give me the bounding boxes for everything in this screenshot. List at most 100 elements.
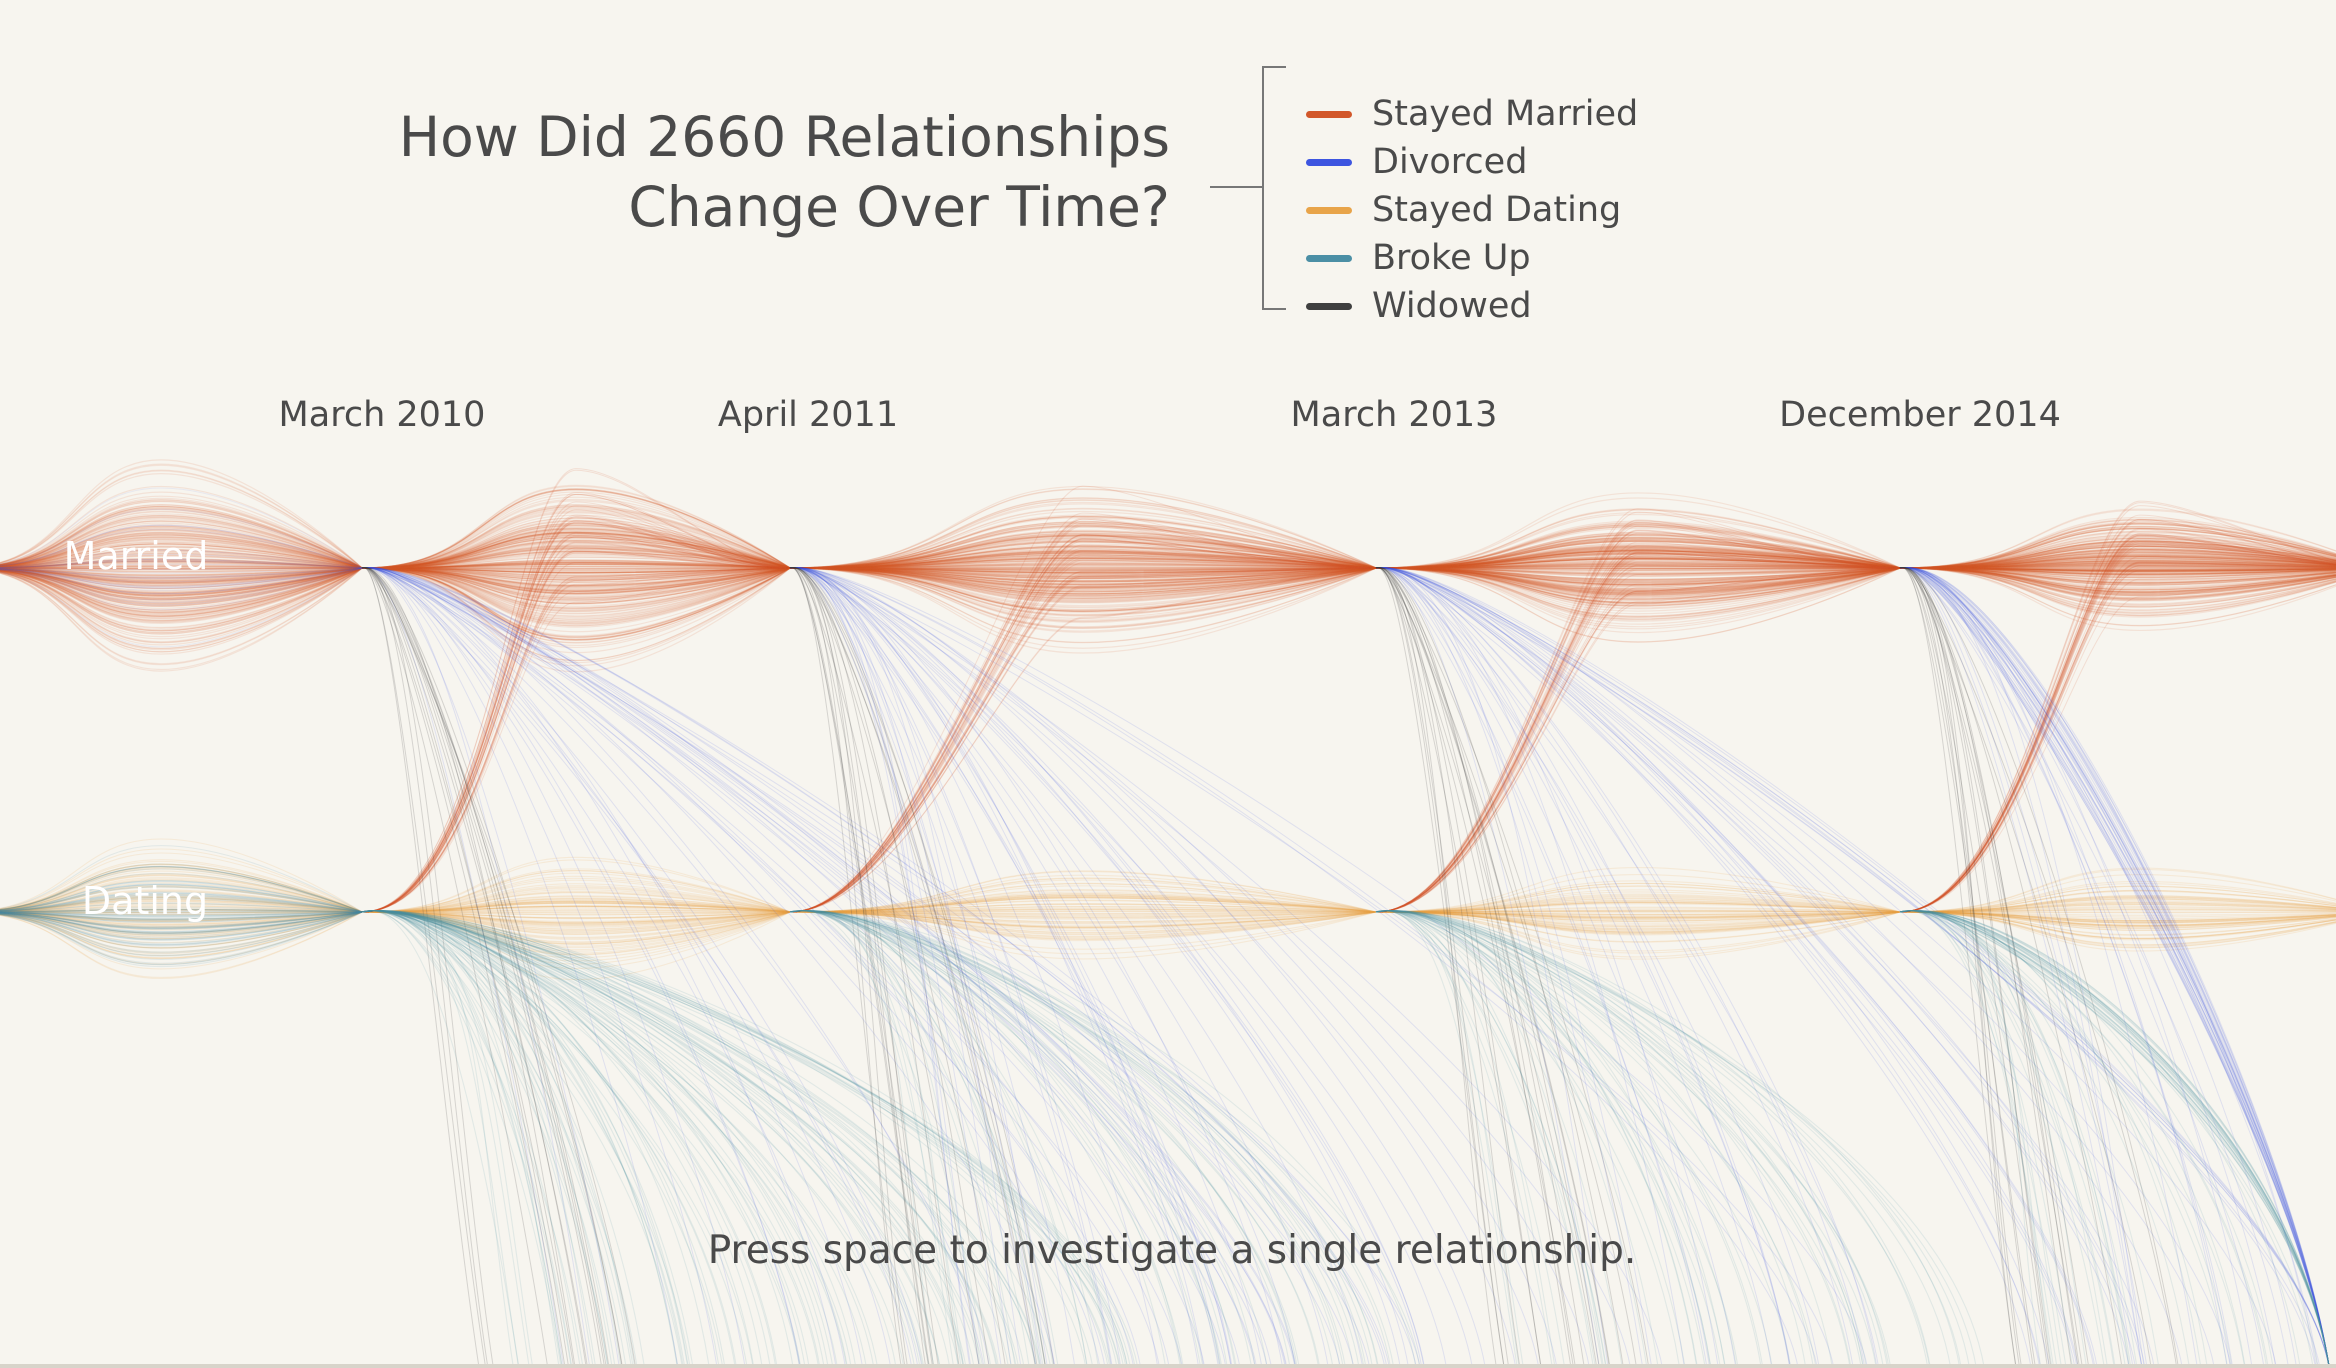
flow-line-broke-up	[1899, 910, 2330, 1368]
flow-line-stayed-married	[1899, 564, 2336, 569]
flow-line-stayed-married	[1899, 558, 2336, 569]
flow-line-stayed-married	[361, 560, 791, 569]
flow-line-stayed-married	[1375, 550, 1901, 569]
flow-line-broke-up	[361, 910, 755, 1368]
flow-line-stayed-married	[1899, 542, 2336, 569]
flow-line-stayed-married	[361, 534, 791, 569]
flow-line-stayed-dating	[0, 882, 363, 913]
flow-line-divorced	[1375, 567, 2232, 1368]
flow-line-stayed-married	[789, 567, 1377, 595]
flow-line-stayed-married	[1899, 567, 2336, 586]
flow-line-stayed-married	[789, 567, 1377, 595]
flow-line-divorced	[1375, 567, 2079, 1368]
flow-line-married-transition	[1899, 543, 2336, 913]
flow-line-broke-up	[361, 910, 563, 1368]
flow-line-stayed-dating	[361, 911, 791, 924]
flow-line-stayed-married	[0, 567, 363, 596]
flow-line-widowed	[361, 567, 637, 1368]
flow-line-stayed-married	[1899, 555, 2336, 569]
flow-line-broke-up	[789, 910, 1016, 1368]
flow-line-broke-up	[361, 910, 998, 1368]
flow-line-broke-up	[1375, 910, 1518, 1368]
flow-line-stayed-married	[1375, 567, 1901, 570]
flow-line-stayed-married	[789, 567, 1377, 629]
flow-line-divorced	[1375, 567, 2130, 1368]
flow-line-stayed-married	[361, 567, 791, 587]
flow-line-broke-up	[0, 893, 363, 913]
flow-line-married-transition	[361, 567, 791, 913]
flow-line-stayed-dating	[361, 887, 791, 913]
flow-line-stayed-married	[0, 537, 363, 569]
flow-line-stayed-married	[789, 534, 1377, 569]
flow-line-widowed	[1899, 567, 2090, 1368]
flow-line-stayed-married	[361, 538, 791, 569]
flow-line-broke-up	[1899, 910, 2314, 1368]
flow-line-stayed-married	[361, 531, 791, 569]
flow-line-stayed-married	[361, 567, 791, 590]
flow-line-broke-up	[789, 910, 1360, 1368]
flow-line-divorced	[361, 567, 1268, 1368]
flow-line-stayed-married	[789, 515, 1377, 569]
flow-line-stayed-married	[361, 527, 791, 569]
flow-line-stayed-dating	[0, 911, 363, 928]
flow-line-stayed-married	[1375, 567, 1901, 634]
flow-line-broke-up	[1899, 910, 2115, 1368]
flow-line-broke-up	[1375, 910, 1962, 1368]
flow-line-stayed-dating	[361, 911, 791, 925]
flow-line-broke-up	[789, 910, 1047, 1368]
flow-line-stayed-married	[0, 567, 363, 589]
flow-line-divorced	[1375, 567, 2183, 1368]
flow-line-stayed-married	[1375, 567, 1901, 580]
flow-line-stayed-married	[789, 567, 1377, 616]
flow-line-stayed-dating	[789, 911, 1377, 940]
flow-line-stayed-married	[1375, 567, 1901, 595]
flow-line-stayed-married	[1899, 567, 2336, 571]
flow-line-stayed-dating	[0, 911, 363, 922]
chart-title-line-1: How Did 2660 Relationships	[398, 105, 1170, 169]
flow-line-widowed	[1375, 567, 1600, 1368]
flow-line-stayed-married	[0, 567, 363, 586]
flow-line-married-transition	[789, 544, 1377, 913]
flow-line-divorced	[361, 567, 718, 1368]
flow-line-stayed-dating	[0, 911, 363, 936]
flow-line-broke-up	[1899, 910, 2268, 1368]
flow-line-stayed-married	[1375, 567, 1901, 585]
flow-line-widowed	[789, 567, 1046, 1368]
flow-line-stayed-married	[361, 520, 791, 569]
flow-line-stayed-married	[1375, 567, 1901, 575]
flow-line-divorced	[1375, 567, 1880, 1368]
flow-line-stayed-married	[0, 543, 363, 569]
flow-line-stayed-married	[361, 567, 791, 572]
flow-line-stayed-married	[1375, 561, 1901, 569]
flow-line-stayed-married	[1375, 561, 1901, 569]
flow-line-divorced	[789, 567, 1558, 1368]
flow-line-married-transition	[1899, 534, 2336, 913]
flow-line-stayed-married	[789, 567, 1377, 589]
flow-line-stayed-married	[789, 563, 1377, 569]
flow-line-stayed-dating	[1375, 898, 1901, 913]
flow-line-married-transition	[789, 539, 1377, 913]
flow-line-married-transition	[1375, 567, 1901, 913]
flow-line-stayed-married	[789, 521, 1377, 569]
flow-line-broke-up	[1375, 910, 1764, 1368]
flow-line-stayed-married	[1375, 550, 1901, 569]
flow-line-married-transition	[789, 538, 1377, 913]
flow-line-divorced	[789, 567, 1043, 1368]
flow-line-stayed-married	[789, 557, 1377, 569]
flow-line-stayed-married	[0, 567, 363, 583]
flow-line-widowed	[1375, 567, 1624, 1368]
flow-line-broke-up	[1899, 910, 2330, 1368]
flow-line-widowed	[1375, 567, 1542, 1368]
flow-line-stayed-married	[1899, 544, 2336, 569]
flow-line-stayed-married	[1375, 563, 1901, 569]
flow-line-broke-up	[1375, 910, 1762, 1368]
flow-line-broke-up	[0, 911, 363, 933]
flow-line-stayed-married	[361, 512, 791, 569]
flow-line-divorced	[0, 567, 363, 595]
flow-line-stayed-married	[789, 556, 1377, 569]
flow-line-stayed-married	[789, 535, 1377, 569]
flow-line-stayed-married	[789, 525, 1377, 569]
flow-line-married-transition	[789, 557, 1377, 913]
flow-line-stayed-dating	[1375, 910, 1901, 913]
flow-line-broke-up	[361, 910, 964, 1368]
